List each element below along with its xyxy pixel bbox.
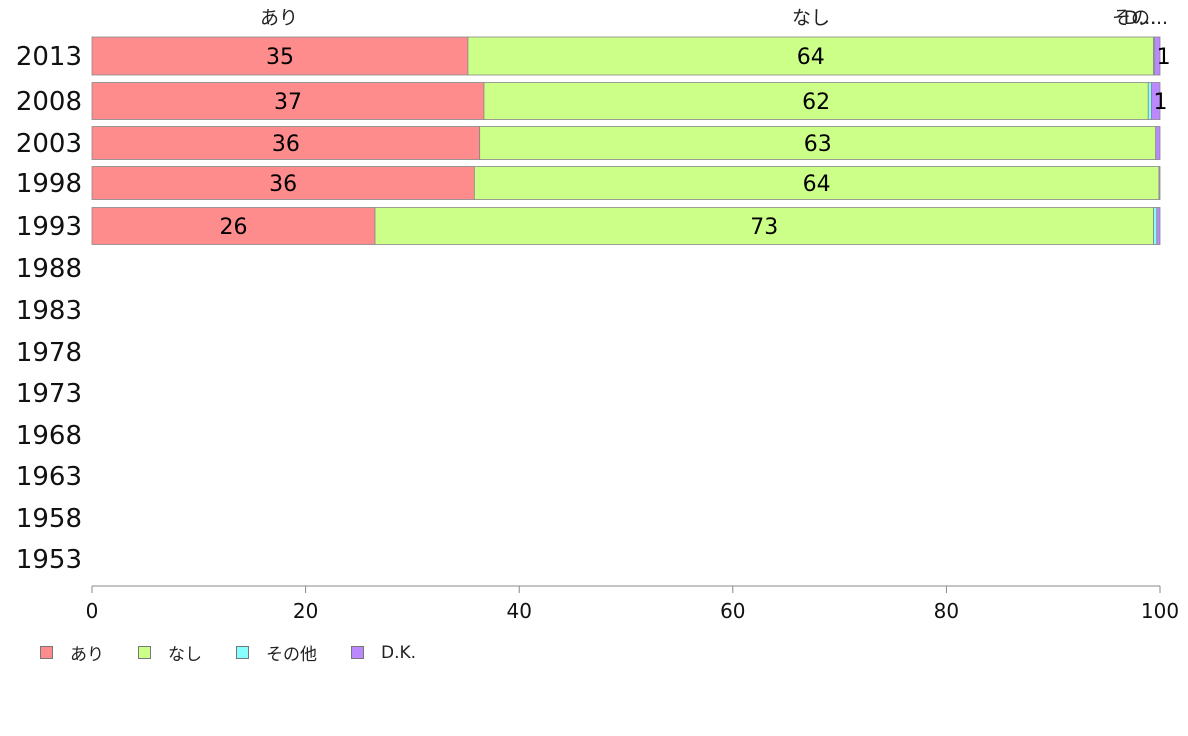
data-label: 36 xyxy=(272,132,300,157)
bar-segment xyxy=(1155,126,1161,160)
top-segment-label: あり xyxy=(260,7,298,29)
y-tick-label: 1953 xyxy=(16,545,82,575)
legend-swatch xyxy=(236,646,249,659)
legend-label: その他 xyxy=(266,645,317,665)
data-label: 63 xyxy=(804,132,832,157)
legend-swatch xyxy=(40,646,53,659)
legend-item: その他 xyxy=(236,640,317,665)
bar-segment xyxy=(467,36,1154,76)
legend-item: あり xyxy=(40,640,104,665)
x-tick-label: 80 xyxy=(934,599,959,620)
data-label: 73 xyxy=(750,215,778,240)
bar-segment xyxy=(1151,82,1161,120)
legend-label: あり xyxy=(70,645,104,665)
y-tick-label: 1973 xyxy=(16,379,82,409)
bar-segment xyxy=(91,166,475,200)
bar-segment xyxy=(374,207,1154,245)
data-label: 36 xyxy=(269,172,297,197)
data-label: 37 xyxy=(274,90,302,115)
bar-segment xyxy=(1147,82,1152,120)
chart-legend: あり なし その他 D.K. xyxy=(40,640,450,665)
x-tick-label: 100 xyxy=(1141,599,1179,620)
bar-segment xyxy=(483,82,1149,120)
data-label: 1 xyxy=(1157,45,1171,70)
y-tick-label: 1988 xyxy=(16,254,82,284)
data-label: 1 xyxy=(1153,90,1167,115)
legend-item: D.K. xyxy=(351,643,416,663)
y-tick-label: 2003 xyxy=(16,129,82,159)
legend-label: D.K. xyxy=(381,642,417,663)
y-tick-label: 2008 xyxy=(16,87,82,117)
data-label: 62 xyxy=(802,90,830,115)
top-segment-label: D... xyxy=(1124,7,1157,29)
y-tick-label: 1968 xyxy=(16,421,82,451)
bar-segment xyxy=(1156,207,1161,245)
bar-segment xyxy=(1153,207,1158,245)
y-tick-label: 1993 xyxy=(16,212,82,242)
data-label: 64 xyxy=(797,45,825,70)
y-tick-label: 1998 xyxy=(16,169,82,199)
y-tick-label: 1958 xyxy=(16,504,82,534)
legend-swatch xyxy=(138,646,151,659)
top-segment-label: その... xyxy=(1112,7,1168,29)
bar-segment xyxy=(91,82,485,120)
bar-segment xyxy=(91,36,469,76)
legend-item: なし xyxy=(138,640,202,665)
data-label: 26 xyxy=(220,215,248,240)
data-label: 64 xyxy=(803,172,831,197)
bar-segment xyxy=(91,126,481,160)
x-tick-label: 40 xyxy=(506,599,531,620)
y-tick-label: 1963 xyxy=(16,462,82,492)
top-segment-label: なし xyxy=(792,7,830,29)
x-tick-label: 60 xyxy=(720,599,745,620)
bar-segment xyxy=(1154,36,1161,76)
data-label: 35 xyxy=(266,45,294,70)
bar-segment xyxy=(91,207,376,245)
x-tick-label: 20 xyxy=(293,599,318,620)
bar-segment xyxy=(1158,166,1161,200)
legend-label: なし xyxy=(168,645,202,665)
chart-plot-area: 2013 2008 2003 1998 1993 1988 1983 1978 1973 1968… xyxy=(16,7,1179,623)
y-tick-label: 2013 xyxy=(16,42,82,72)
x-tick-label: 0 xyxy=(86,599,99,620)
bar-segment xyxy=(479,126,1157,160)
legend-swatch xyxy=(351,646,364,659)
y-tick-label: 1983 xyxy=(16,296,82,326)
y-tick-label: 1978 xyxy=(16,338,82,368)
